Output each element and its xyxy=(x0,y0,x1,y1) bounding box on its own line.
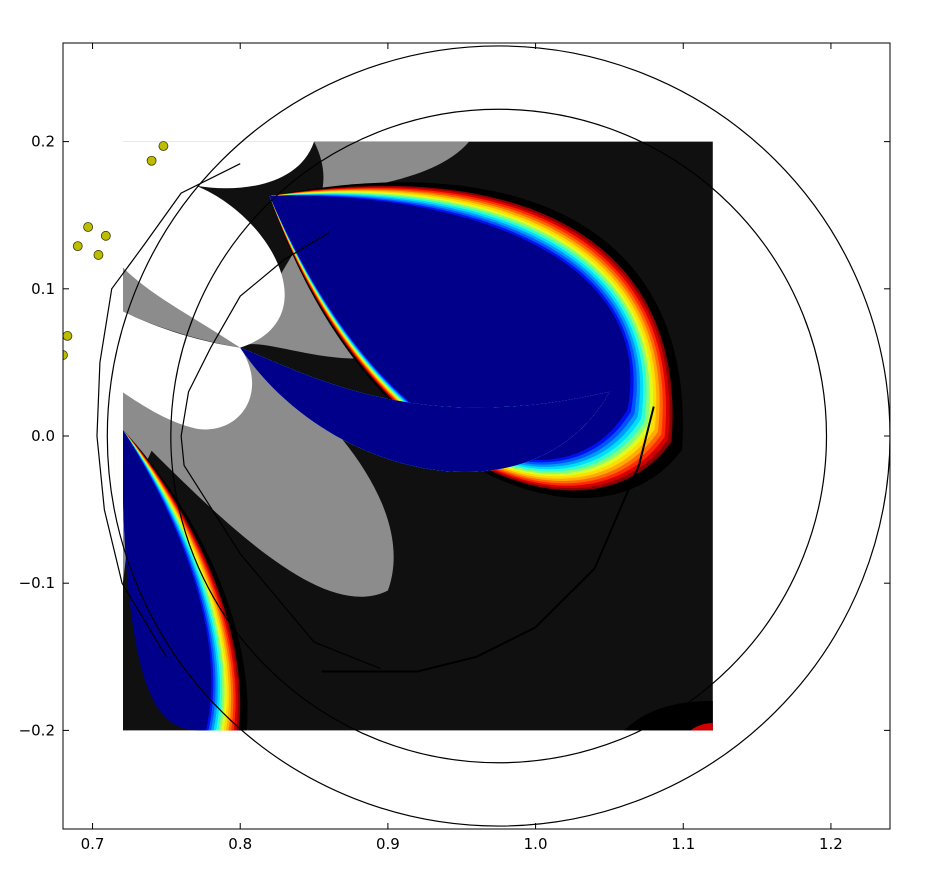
inner-circle xyxy=(170,108,828,764)
contour-curves xyxy=(96,45,890,827)
x-tick-label: 0.9 xyxy=(376,835,400,853)
white-region-lower xyxy=(123,311,252,430)
scatter-point xyxy=(100,230,111,241)
scatter-point xyxy=(63,331,73,341)
white-region-upper xyxy=(123,141,315,348)
left-plume-band xyxy=(123,430,212,731)
scatter-points xyxy=(63,141,169,360)
x-axis: 0.7 0.8 0.9 1.0 1.1 1.2 xyxy=(81,43,843,853)
corner-blob-band xyxy=(690,723,713,731)
scatter-point xyxy=(83,222,94,232)
arc-curve xyxy=(321,406,655,673)
mid-plume-band xyxy=(240,347,610,472)
y-tick-label: 0.2 xyxy=(31,133,55,151)
scatter-point xyxy=(146,155,157,166)
outer-polygon-curve xyxy=(96,163,241,658)
scatter-point xyxy=(158,141,169,151)
scatter-point xyxy=(63,350,68,360)
x-tick-label: 1.2 xyxy=(819,835,843,853)
y-axis: 0.2 0.1 0.0 −0.1 −0.2 xyxy=(19,133,890,739)
scatter-point xyxy=(93,250,104,260)
inner-polygon-curve xyxy=(180,232,381,670)
main-plume-band xyxy=(269,195,631,460)
x-tick-label: 0.7 xyxy=(81,835,105,853)
y-tick-label: 0.1 xyxy=(31,280,55,298)
plot-area xyxy=(63,45,890,827)
heatmap-field xyxy=(123,141,713,731)
y-tick-label: 0.0 xyxy=(31,427,55,445)
x-tick-label: 1.0 xyxy=(524,835,548,853)
outer-circle xyxy=(106,45,890,827)
y-tick-label: −0.1 xyxy=(19,574,55,592)
y-tick-label: −0.2 xyxy=(19,721,55,739)
x-tick-label: 1.1 xyxy=(671,835,695,853)
scatter-point xyxy=(72,241,83,252)
x-tick-label: 0.8 xyxy=(228,835,252,853)
